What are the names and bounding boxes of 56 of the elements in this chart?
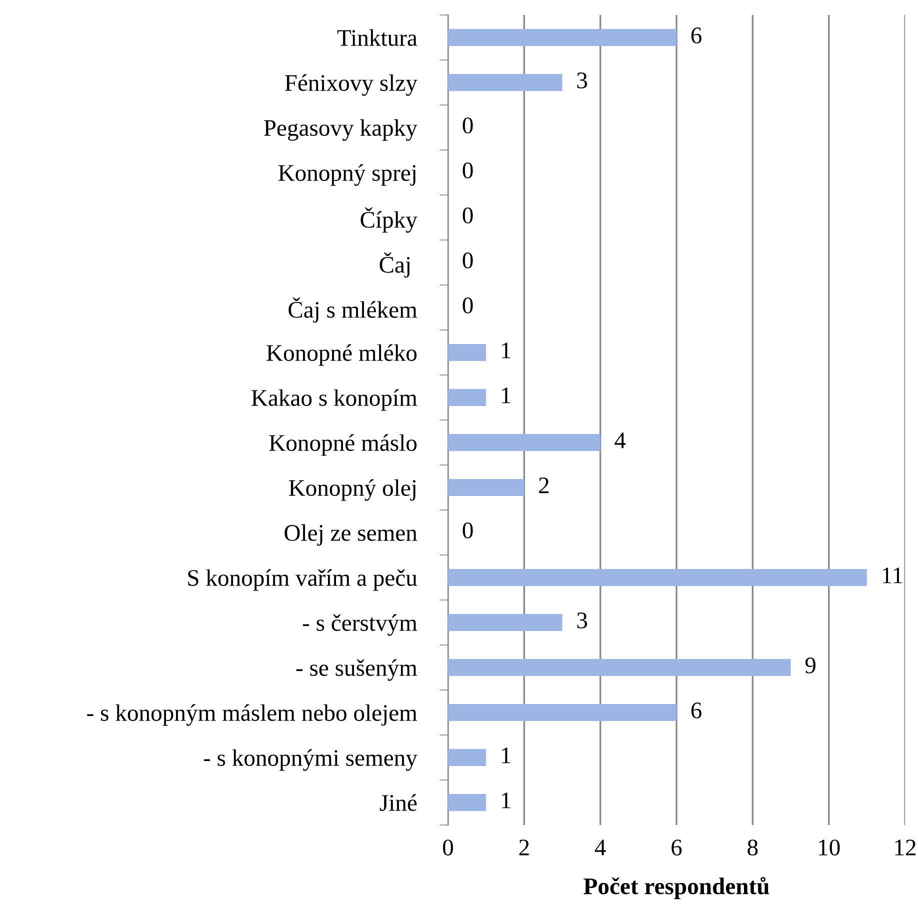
data-label: 0 [462,117,473,134]
y-tick-label: Tinktura [337,29,418,46]
bar [448,28,676,46]
data-label: 3 [577,72,588,88]
bar [448,748,486,766]
data-label: 9 [805,658,816,674]
bar [448,794,486,812]
data-label: 0 [462,162,473,178]
bar [448,658,791,676]
data-label: 1 [502,792,510,808]
data-label: 2 [539,478,549,494]
data-label: 3 [577,612,588,628]
bar [448,704,676,722]
data-label: 1 [502,342,510,358]
y-tick-label: Konopné máslo [269,434,417,456]
y-tick-label: Jiné [380,794,417,811]
data-label: 6 [691,28,702,44]
bar [448,568,867,586]
bar [448,614,562,632]
y-tick-label: Čípky [360,207,418,233]
data-label: 0 [462,522,473,538]
y-tick-label: Konopný sprej [278,164,416,186]
y-tick-label: Olej ze semen [284,524,418,546]
y-tick-label: Fénixovy slzy [284,74,418,96]
bar [448,478,524,496]
x-axis-title: Počet respondentů [584,876,770,900]
y-tick-label: Konopný olej [288,479,416,501]
y-tick-label: Čaj s mlékem [288,297,418,323]
data-label: 4 [614,432,626,448]
data-label: 1 [502,388,510,404]
y-tick-label: - s konopným máslem nebo olejem [87,704,418,726]
x-tick-label: 4 [594,840,606,856]
data-label: 0 [462,207,473,224]
y-tick-label: S konopím vařím a peču [188,569,418,591]
bar [448,74,562,92]
y-tick-label: Pegasovy kapky [264,119,418,141]
data-label: 11 [882,568,902,584]
x-tick-label: 6 [672,840,682,856]
y-tick-label: - s čerstvým [302,614,418,636]
data-label: 1 [502,748,510,764]
x-tick-label: 12 [895,840,916,856]
y-tick-label: Konopné mléko [266,344,417,366]
y-tick-label: Kakao s konopím [252,389,418,411]
x-tick-label: 8 [748,840,758,856]
bar [448,434,600,452]
y-tick-label: - se sušeným [296,659,418,681]
data-label: 0 [462,297,473,314]
y-tick-label: - s konopnými semeny [204,749,418,771]
bar [448,344,486,362]
bar [448,388,486,406]
x-tick-label: 0 [442,840,454,856]
data-label: 0 [462,252,473,268]
y-tick-label: Čaj [380,252,410,278]
x-tick-label: 10 [819,840,840,856]
data-label: 6 [691,702,702,718]
x-tick-label: 2 [519,840,529,856]
